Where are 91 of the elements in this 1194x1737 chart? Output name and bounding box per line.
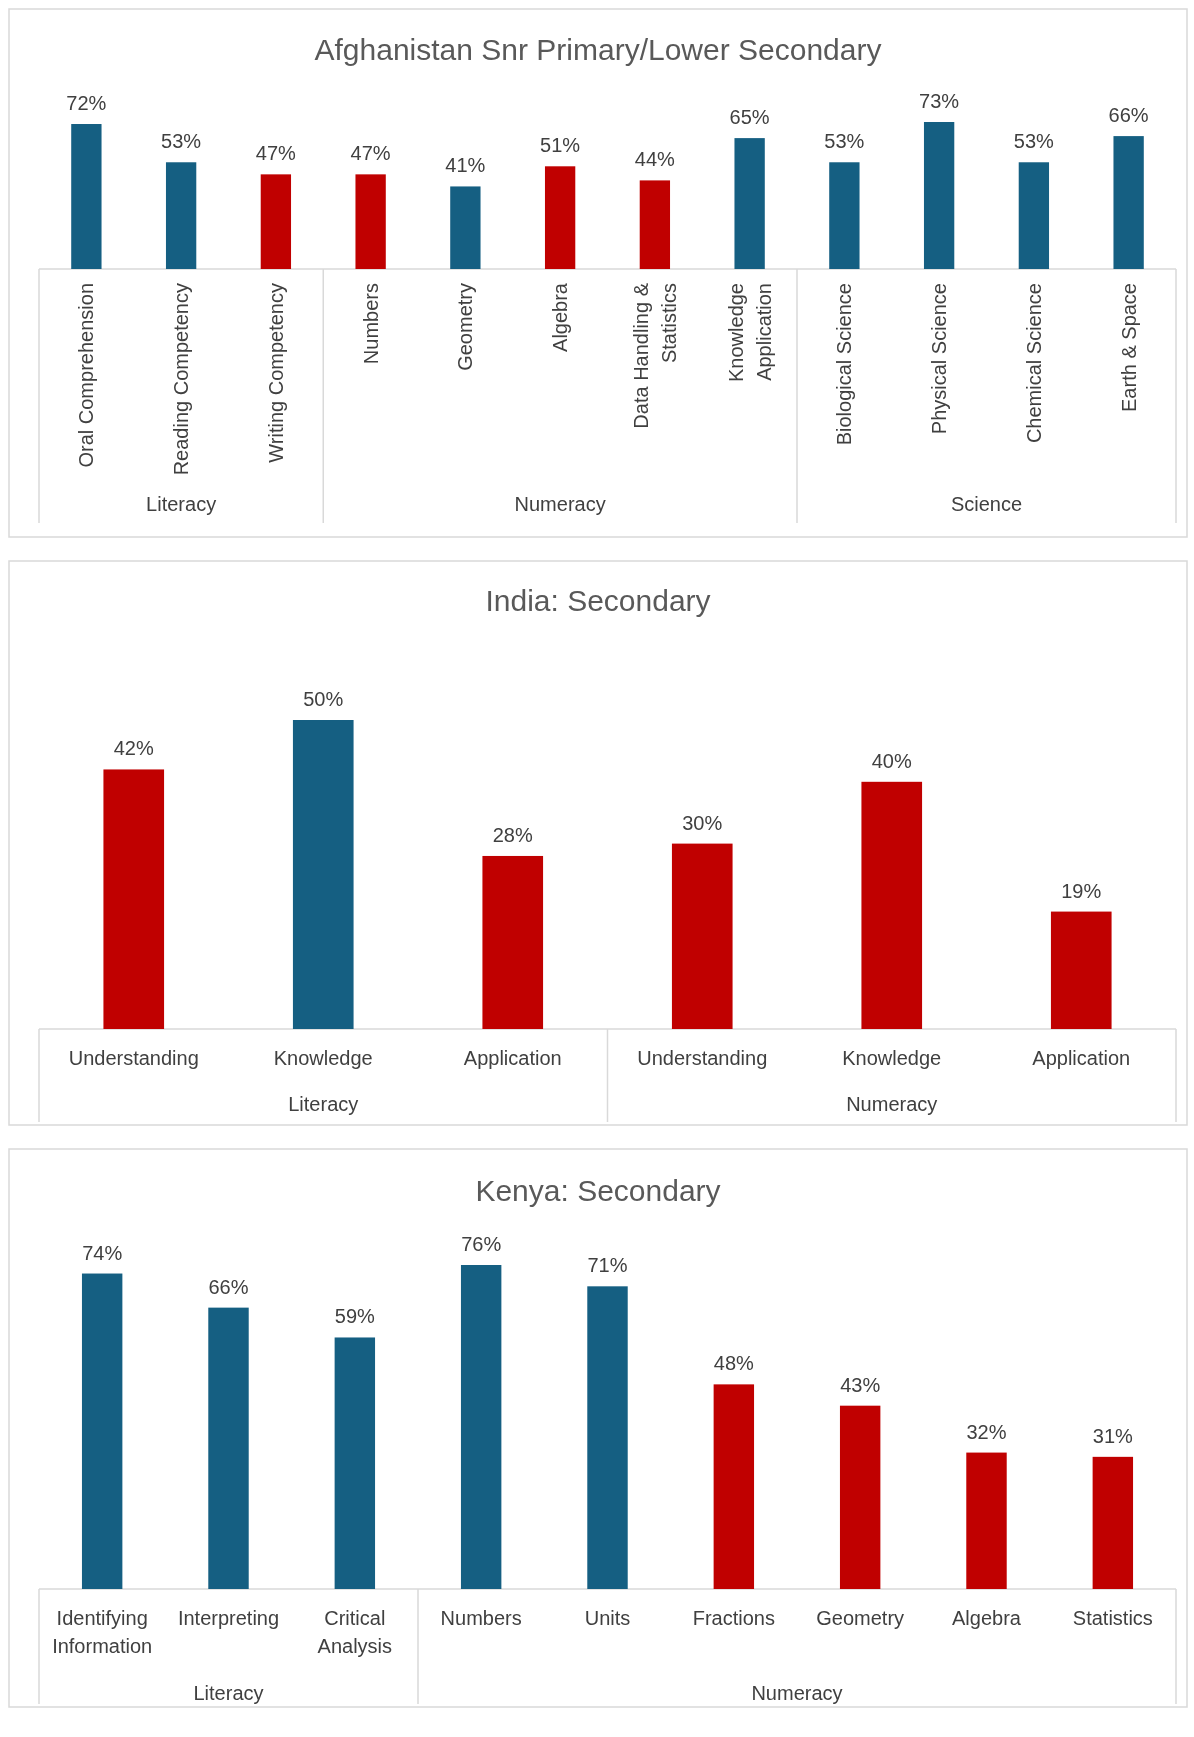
bar <box>734 138 765 269</box>
chart-title: Afghanistan Snr Primary/Lower Secondary <box>314 32 882 66</box>
bar <box>103 769 165 1029</box>
data-label: 43% <box>840 1373 881 1396</box>
bar <box>292 720 354 1029</box>
data-label: 53% <box>1013 130 1055 153</box>
x-tick-label: Interpreting <box>177 1607 280 1630</box>
bar <box>334 1337 376 1589</box>
bar <box>829 162 860 269</box>
text: Numeracy <box>846 1093 938 1116</box>
bar <box>71 124 102 269</box>
data-label: 71% <box>587 1254 628 1277</box>
data-label: 73% <box>919 90 960 112</box>
bar <box>839 1405 881 1589</box>
bar <box>1113 136 1144 269</box>
text: Literacy <box>193 1682 264 1705</box>
x-tick-label: Understanding <box>68 1047 199 1070</box>
x-tick-label: Biological Science <box>833 283 856 446</box>
data-label: 59% <box>334 1305 376 1328</box>
bar <box>713 1384 755 1589</box>
data-label: 19% <box>1061 879 1102 902</box>
data-label: 31% <box>1092 1424 1134 1447</box>
bar <box>587 1286 628 1589</box>
data-label: 44% <box>634 148 676 171</box>
data-label: 53% <box>161 130 202 153</box>
x-tick-label: Critical Analysis <box>317 1607 393 1658</box>
bar <box>923 122 955 269</box>
bar <box>208 1307 249 1589</box>
bar <box>450 186 481 269</box>
x-tick-label: Earth & Space <box>1117 283 1140 412</box>
bar <box>165 162 197 269</box>
x-tick-label: Chemical Science <box>1022 283 1045 444</box>
x-tick-label: Application <box>463 1047 562 1070</box>
chart-title: Kenya: Secondary <box>475 1173 721 1207</box>
x-tick-label: Geometry <box>454 283 477 371</box>
x-tick-label: Oral Comprehension <box>75 283 98 468</box>
bar <box>1018 162 1050 269</box>
data-label: 42% <box>113 737 154 760</box>
data-label: 32% <box>966 1420 1007 1443</box>
bar <box>260 174 292 269</box>
data-label: 51% <box>540 134 581 157</box>
bar <box>355 174 386 269</box>
x-tick-label: Application <box>1032 1047 1131 1070</box>
x-tick-label: Fractions <box>692 1607 775 1630</box>
bar <box>460 1265 502 1589</box>
x-tick-label: Statistics <box>1072 1607 1153 1630</box>
x-tick-label: Units <box>584 1607 631 1630</box>
bar <box>639 180 671 269</box>
data-label: 41% <box>445 154 486 177</box>
x-tick-label: Physical Science <box>928 283 951 435</box>
data-label: 53% <box>824 130 865 153</box>
x-tick-label: Knowledge <box>842 1047 942 1070</box>
bar <box>966 1452 1007 1589</box>
x-tick-label: Numbers <box>440 1607 522 1630</box>
data-label: 76% <box>461 1233 502 1255</box>
data-label: 66% <box>1108 104 1149 127</box>
data-label: 72% <box>66 92 107 115</box>
bar <box>861 781 923 1029</box>
data-label: 50% <box>303 688 344 710</box>
x-tick-label: Knowledge <box>273 1047 373 1070</box>
chart-title: India: Secondary <box>485 583 711 617</box>
bar <box>1092 1456 1134 1589</box>
data-label: 74% <box>82 1241 123 1264</box>
bar <box>1050 911 1112 1029</box>
data-label: 65% <box>729 106 770 129</box>
x-tick-label: Numbers <box>359 283 382 365</box>
text: Science <box>950 493 1023 516</box>
x-tick-label: Reading Competency <box>170 283 193 476</box>
x-tick-label: Algebra <box>952 1607 1022 1630</box>
x-tick-label: Data Handling & Statistics <box>629 282 680 429</box>
bar <box>671 843 733 1029</box>
x-tick-label: Knowledge Application <box>724 283 775 382</box>
bar <box>482 855 544 1029</box>
bar <box>81 1273 123 1589</box>
text: Numeracy <box>514 493 606 516</box>
text: Numeracy <box>751 1682 843 1705</box>
text: Literacy <box>288 1093 359 1116</box>
x-tick-label: Writing Competency <box>264 283 287 463</box>
x-tick-label: Geometry <box>816 1607 905 1630</box>
text: Literacy <box>146 493 217 516</box>
x-tick-label: Understanding <box>637 1047 768 1070</box>
data-label: 30% <box>682 811 723 834</box>
data-label: 40% <box>871 749 912 772</box>
data-label: 47% <box>255 142 297 165</box>
bar <box>544 166 576 269</box>
data-label: 47% <box>350 142 391 165</box>
x-tick-label: Algebra <box>549 282 572 352</box>
x-tick-label: Identifying Information <box>52 1607 153 1658</box>
data-label: 48% <box>713 1352 755 1375</box>
data-label: 28% <box>492 823 533 846</box>
data-label: 66% <box>208 1275 249 1298</box>
